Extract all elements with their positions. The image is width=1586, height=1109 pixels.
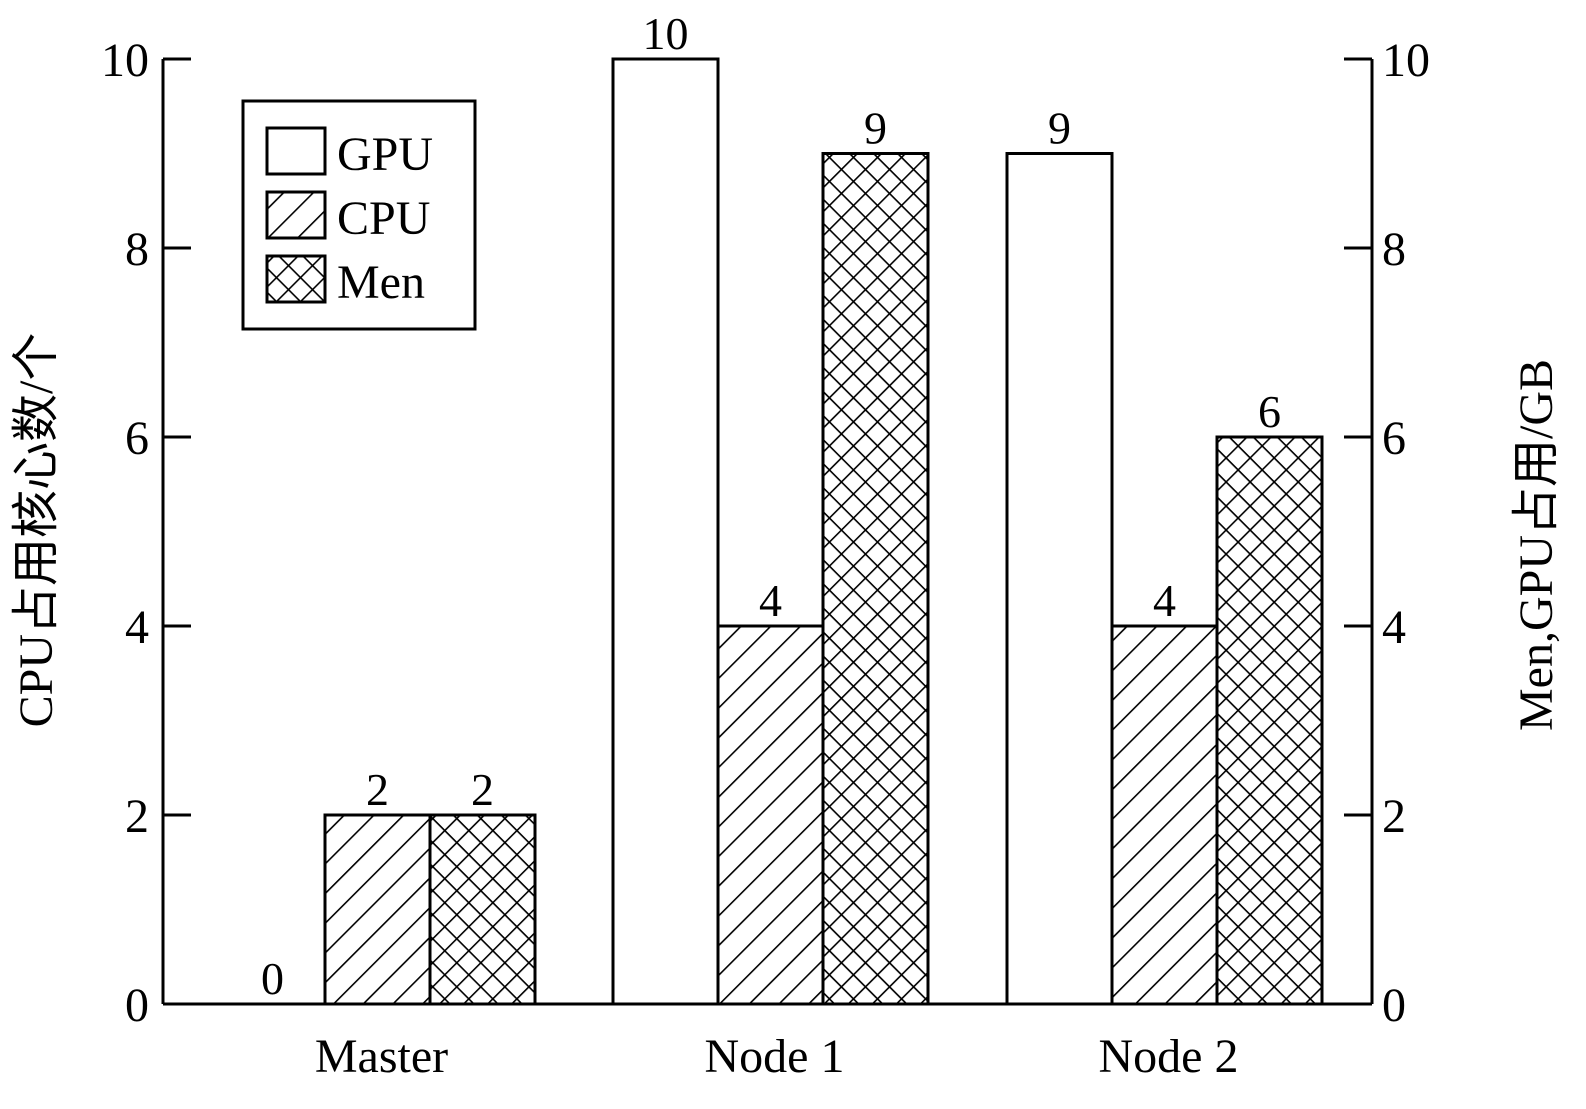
bar-gpu-node-1 <box>611 57 720 1006</box>
left-y-axis-title: CPU占用核心数/个 <box>10 333 63 728</box>
data-label: 9 <box>1048 103 1071 154</box>
legend: GPU CPU Men <box>241 99 477 331</box>
left-y-tick-label: 2 <box>125 790 149 843</box>
bar-men-master <box>428 813 537 1006</box>
bar-men-node-1 <box>821 152 930 1006</box>
data-label: 4 <box>1153 575 1176 626</box>
x-tick-label: Node 1 <box>705 1030 845 1083</box>
left-y-tick-label: 6 <box>125 412 149 465</box>
right-y-tick-label: 2 <box>1382 790 1406 843</box>
legend-swatch-men <box>265 254 327 304</box>
x-tick-label: Node 2 <box>1099 1030 1239 1083</box>
axes-layer <box>161 57 1374 1006</box>
left-y-tick-label: 4 <box>125 601 149 654</box>
legend-label: GPU <box>337 128 433 181</box>
x-tick-label: Master <box>315 1030 448 1083</box>
right-y-axis-title: Men,GPU占用/GB <box>1510 359 1563 731</box>
data-label: 4 <box>759 575 782 626</box>
legend-label: Men <box>337 256 425 309</box>
right-y-tick-label: 6 <box>1382 412 1406 465</box>
bar-cpu-master <box>323 813 432 1006</box>
bar-men-node-2 <box>1215 435 1324 1006</box>
right-y-tick-label: 10 <box>1382 34 1430 87</box>
data-label: 0 <box>261 953 284 1004</box>
legend-label: CPU <box>337 192 430 245</box>
data-label: 2 <box>366 764 389 815</box>
legend-swatch-gpu <box>265 126 327 176</box>
bar-cpu-node-1 <box>716 624 825 1006</box>
legend-swatch-cpu <box>265 190 327 240</box>
bars-layer <box>323 57 1324 1006</box>
right-y-tick-label: 0 <box>1382 979 1406 1032</box>
right-y-tick-label: 4 <box>1382 601 1406 654</box>
left-y-tick-label: 0 <box>125 979 149 1032</box>
data-label: 6 <box>1258 386 1281 437</box>
data-label: 10 <box>643 8 689 59</box>
data-label: 2 <box>471 764 494 815</box>
labels-layer: 0 2 2 Master 10 4 9 Node 1 9 4 6 Node 2 0 0 2 2 4 4 6 6 8 8 10… <box>10 8 1563 1083</box>
data-label: 9 <box>864 103 887 154</box>
bar-gpu-node-2 <box>1005 152 1114 1006</box>
left-y-tick-label: 8 <box>125 223 149 276</box>
left-y-tick-label: 10 <box>101 34 149 87</box>
bar-cpu-node-2 <box>1110 624 1219 1006</box>
right-y-tick-label: 8 <box>1382 223 1406 276</box>
